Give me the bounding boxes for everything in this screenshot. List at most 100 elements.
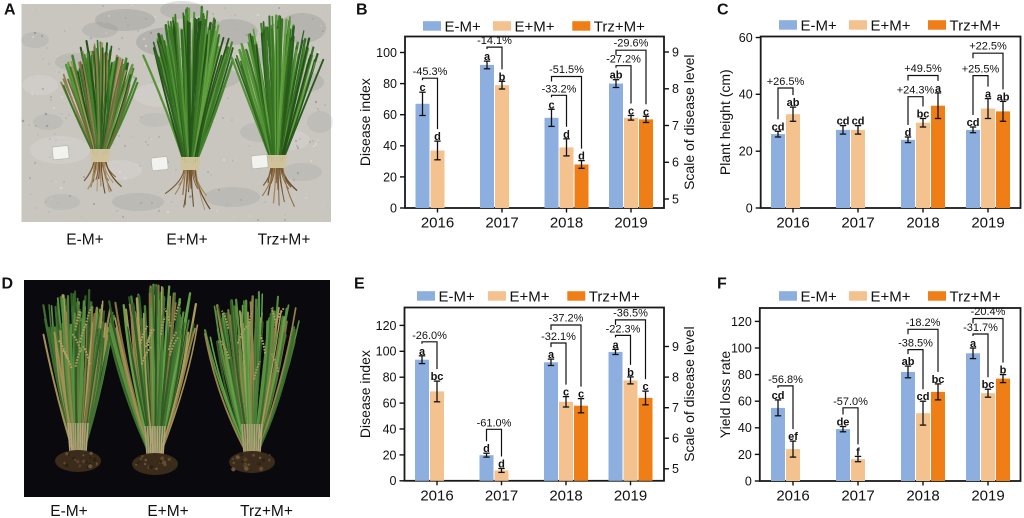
svg-text:60: 60 bbox=[739, 31, 753, 45]
svg-text:-56.8%: -56.8% bbox=[768, 374, 803, 386]
svg-text:c: c bbox=[643, 106, 649, 118]
svg-text:-26.0%: -26.0% bbox=[412, 330, 447, 342]
svg-text:Disease index: Disease index bbox=[357, 78, 373, 166]
svg-text:80: 80 bbox=[383, 77, 397, 91]
svg-text:Disease index: Disease index bbox=[357, 350, 373, 438]
svg-text:2017: 2017 bbox=[485, 215, 518, 232]
svg-text:2016: 2016 bbox=[421, 215, 454, 232]
svg-text:-57.0%: -57.0% bbox=[833, 396, 868, 408]
svg-text:-38.5%: -38.5% bbox=[898, 338, 933, 350]
svg-text:-32.1%: -32.1% bbox=[541, 331, 576, 343]
svg-text:Trz+M+: Trz+M+ bbox=[594, 18, 645, 35]
svg-text:cd: cd bbox=[772, 390, 785, 402]
svg-text:b: b bbox=[627, 367, 634, 379]
svg-text:+24.3%: +24.3% bbox=[897, 85, 935, 97]
svg-text:0: 0 bbox=[390, 474, 397, 488]
svg-text:E+M+: E+M+ bbox=[871, 17, 911, 34]
svg-text:bc: bc bbox=[982, 379, 995, 391]
svg-text:a: a bbox=[612, 339, 619, 351]
svg-text:40: 40 bbox=[383, 139, 397, 153]
svg-text:ab: ab bbox=[787, 97, 800, 109]
svg-text:2018: 2018 bbox=[906, 488, 939, 505]
svg-text:100: 100 bbox=[731, 341, 752, 355]
svg-text:a: a bbox=[548, 349, 555, 361]
svg-text:d: d bbox=[563, 129, 570, 141]
svg-text:7: 7 bbox=[672, 119, 679, 133]
svg-text:-31.7%: -31.7% bbox=[963, 322, 998, 334]
svg-text:+26.5%: +26.5% bbox=[767, 76, 805, 88]
svg-text:a: a bbox=[935, 83, 942, 95]
svg-text:7: 7 bbox=[672, 401, 679, 415]
svg-text:cd: cd bbox=[967, 117, 980, 129]
svg-text:bc: bc bbox=[932, 374, 945, 386]
svg-text:-61.0%: -61.0% bbox=[477, 417, 512, 429]
svg-text:a: a bbox=[484, 51, 491, 63]
svg-text:E+M+: E+M+ bbox=[871, 288, 911, 305]
svg-text:2016: 2016 bbox=[776, 215, 809, 232]
svg-text:E+M+: E+M+ bbox=[515, 18, 555, 35]
svg-text:2017: 2017 bbox=[841, 215, 874, 232]
svg-text:c: c bbox=[563, 387, 569, 399]
svg-text:f: f bbox=[856, 446, 860, 458]
svg-text:9: 9 bbox=[672, 45, 679, 59]
svg-text:d: d bbox=[483, 443, 490, 455]
svg-text:+25.5%: +25.5% bbox=[962, 64, 1000, 76]
svg-text:Trz+M+: Trz+M+ bbox=[258, 232, 311, 249]
svg-text:E+M+: E+M+ bbox=[147, 503, 188, 518]
svg-text:cd: cd bbox=[837, 116, 850, 128]
svg-text:F: F bbox=[717, 276, 727, 293]
svg-text:Yield loss rate: Yield loss rate bbox=[717, 351, 733, 439]
svg-text:20: 20 bbox=[739, 145, 753, 159]
svg-text:E-M+: E-M+ bbox=[445, 18, 481, 35]
svg-text:E-M+: E-M+ bbox=[66, 232, 103, 249]
svg-text:bc: bc bbox=[917, 109, 930, 121]
svg-text:Trz+M+: Trz+M+ bbox=[589, 288, 640, 305]
svg-text:ab: ab bbox=[902, 356, 915, 368]
svg-text:-22.3%: -22.3% bbox=[606, 323, 641, 335]
svg-text:80: 80 bbox=[383, 371, 397, 385]
svg-text:E+M+: E+M+ bbox=[510, 288, 550, 305]
svg-text:2019: 2019 bbox=[614, 488, 647, 505]
svg-text:100: 100 bbox=[376, 345, 397, 359]
svg-text:+49.5%: +49.5% bbox=[904, 63, 942, 75]
svg-text:B: B bbox=[356, 2, 368, 19]
svg-text:-45.3%: -45.3% bbox=[413, 66, 448, 78]
svg-text:120: 120 bbox=[376, 319, 397, 333]
svg-text:cd: cd bbox=[852, 116, 865, 128]
svg-text:20: 20 bbox=[383, 170, 397, 184]
svg-text:c: c bbox=[578, 389, 584, 401]
svg-text:E-M+: E-M+ bbox=[801, 17, 837, 34]
svg-text:2019: 2019 bbox=[971, 215, 1004, 232]
svg-text:E+M+: E+M+ bbox=[166, 232, 207, 249]
svg-text:2016: 2016 bbox=[776, 488, 809, 505]
svg-text:2016: 2016 bbox=[420, 488, 453, 505]
svg-text:a: a bbox=[419, 346, 426, 358]
svg-text:Scale of disease level: Scale of disease level bbox=[681, 54, 697, 189]
svg-text:2019: 2019 bbox=[614, 215, 647, 232]
svg-text:Trz+M+: Trz+M+ bbox=[240, 503, 293, 518]
svg-text:d: d bbox=[434, 131, 441, 143]
svg-text:E-M+: E-M+ bbox=[50, 503, 87, 518]
svg-text:Scale of disease level: Scale of disease level bbox=[681, 326, 697, 461]
svg-text:C: C bbox=[717, 2, 729, 19]
svg-text:E-M+: E-M+ bbox=[439, 288, 475, 305]
svg-text:5: 5 bbox=[672, 462, 679, 476]
svg-text:E: E bbox=[354, 276, 365, 293]
svg-text:d: d bbox=[498, 459, 505, 471]
svg-text:c: c bbox=[642, 381, 648, 393]
svg-text:6: 6 bbox=[672, 432, 679, 446]
svg-text:0: 0 bbox=[746, 201, 753, 215]
svg-text:-33.2%: -33.2% bbox=[542, 83, 577, 95]
svg-text:60: 60 bbox=[738, 395, 752, 409]
svg-text:ef: ef bbox=[788, 431, 798, 443]
svg-text:a: a bbox=[970, 338, 977, 350]
svg-text:-20.4%: -20.4% bbox=[971, 306, 1006, 318]
svg-text:9: 9 bbox=[672, 340, 679, 354]
svg-text:6: 6 bbox=[672, 156, 679, 170]
svg-text:2017: 2017 bbox=[841, 488, 874, 505]
svg-text:c: c bbox=[419, 82, 425, 94]
svg-text:d: d bbox=[905, 127, 912, 139]
svg-text:c: c bbox=[548, 99, 554, 111]
svg-text:60: 60 bbox=[383, 108, 397, 122]
svg-text:40: 40 bbox=[739, 88, 753, 102]
